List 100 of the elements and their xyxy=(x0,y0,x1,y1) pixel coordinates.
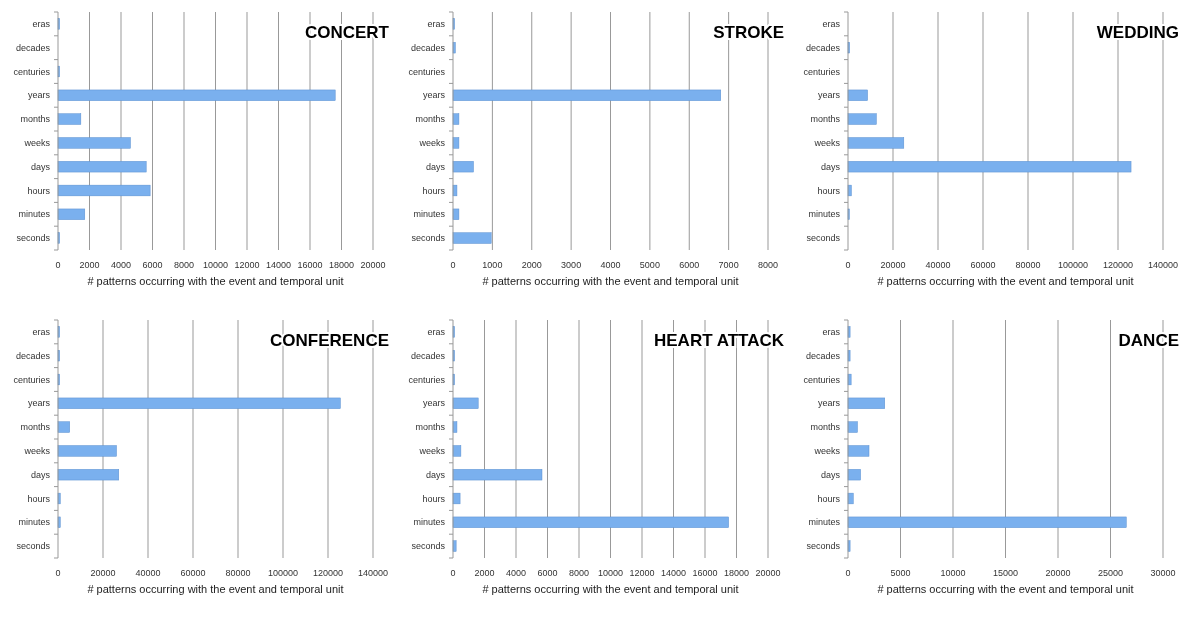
x-tick-label: 120000 xyxy=(1102,260,1134,270)
y-tick-label: seconds xyxy=(16,541,51,552)
y-tick-label: weeks xyxy=(813,446,841,457)
x-tick-label: 0 xyxy=(450,260,456,270)
x-tick-label: 2000 xyxy=(79,260,100,270)
y-tick-label: days xyxy=(820,469,841,480)
y-tick-label: hours xyxy=(422,493,446,504)
y-tick-label: hours xyxy=(27,493,51,504)
x-tick-label: 20000 xyxy=(880,260,906,270)
x-tick-label: 5000 xyxy=(890,568,911,578)
y-tick-label: seconds xyxy=(411,541,446,552)
y-tick-label: years xyxy=(27,398,51,409)
x-tick-label: 8000 xyxy=(568,568,590,578)
y-tick-label: months xyxy=(20,422,51,433)
x-tick-label: 12000 xyxy=(629,568,655,578)
y-tick-label: years xyxy=(817,90,841,101)
y-tick-label: weeks xyxy=(23,446,51,457)
y-tick-label: seconds xyxy=(16,233,51,244)
y-tick-label: seconds xyxy=(806,233,841,244)
y-tick-label: days xyxy=(30,469,51,480)
y-tick-label: decades xyxy=(15,350,51,361)
y-tick-label: days xyxy=(820,161,841,172)
y-tick-label: months xyxy=(415,114,446,125)
x-tick-label: 6000 xyxy=(537,568,558,578)
y-tick-label: decades xyxy=(805,42,841,53)
x-tick-label: 3000 xyxy=(561,260,582,270)
y-tick-label: centuries xyxy=(13,374,51,385)
x-tick-label: 14000 xyxy=(660,568,687,578)
y-tick-label: days xyxy=(425,161,446,172)
x-tick-label: 140000 xyxy=(357,568,389,578)
x-axis-title: # patterns occurring with the event and temporal unit xyxy=(87,275,344,287)
x-tick-label: 12000 xyxy=(234,260,260,270)
x-tick-label: 1000 xyxy=(482,260,503,270)
y-tick-label: eras xyxy=(32,19,51,30)
x-tick-label: 4000 xyxy=(110,260,132,270)
x-tick-label: 6000 xyxy=(142,260,163,270)
x-tick-label: 10000 xyxy=(202,260,229,270)
text: CONCERT xyxy=(304,23,390,42)
y-tick-label: weeks xyxy=(418,138,446,149)
y-tick-label: weeks xyxy=(23,138,51,149)
x-tick-label: 0 xyxy=(450,568,456,578)
x-tick-label: 10000 xyxy=(940,568,966,578)
x-axis-title: # patterns occurring with the event and temporal unit xyxy=(87,583,344,595)
x-tick-label: 18000 xyxy=(723,568,750,578)
y-tick-label: seconds xyxy=(411,233,446,244)
y-tick-label: centuries xyxy=(803,374,841,385)
y-tick-label: weeks xyxy=(813,138,841,149)
x-tick-label: 40000 xyxy=(925,260,951,270)
y-tick-label: years xyxy=(817,398,841,409)
x-tick-label: 14000 xyxy=(265,260,292,270)
y-tick-label: minutes xyxy=(413,517,446,528)
x-tick-label: 16000 xyxy=(297,260,323,270)
y-tick-label: eras xyxy=(427,19,446,30)
y-tick-label: minutes xyxy=(18,209,51,220)
x-tick-label: 40000 xyxy=(135,568,161,578)
x-axis-title: # patterns occurring with the event and temporal unit xyxy=(877,583,1134,595)
y-tick-label: seconds xyxy=(806,541,841,552)
x-tick-label: 120000 xyxy=(312,568,344,578)
y-tick-label: eras xyxy=(822,327,841,338)
y-tick-label: centuries xyxy=(408,66,446,77)
y-tick-label: years xyxy=(422,90,446,101)
y-tick-label: eras xyxy=(822,19,841,30)
text: CONFERENCE xyxy=(269,331,389,350)
y-tick-label: months xyxy=(20,114,51,125)
x-tick-label: 16000 xyxy=(692,568,718,578)
x-tick-label: 20000 xyxy=(1045,568,1071,578)
y-tick-label: decades xyxy=(410,42,446,53)
x-tick-label: 4000 xyxy=(505,568,527,578)
x-tick-label: 25000 xyxy=(1097,568,1124,578)
x-axis-title: # patterns occurring with the event and temporal unit xyxy=(482,583,739,595)
x-tick-label: 0 xyxy=(845,260,851,270)
x-tick-label: 10000 xyxy=(597,568,624,578)
x-tick-label: 80000 xyxy=(225,568,251,578)
x-axis-title: # patterns occurring with the event and temporal unit xyxy=(482,275,739,287)
x-tick-label: 4000 xyxy=(600,260,621,270)
x-tick-label: 15000 xyxy=(992,568,1019,578)
y-tick-label: days xyxy=(30,161,51,172)
x-tick-label: 100000 xyxy=(1057,260,1089,270)
x-tick-label: 20000 xyxy=(360,260,386,270)
text: HEART ATTACK xyxy=(654,331,785,350)
y-tick-label: hours xyxy=(27,185,51,196)
text: STROKE xyxy=(713,23,784,42)
y-tick-label: centuries xyxy=(13,66,51,77)
y-tick-label: years xyxy=(27,90,51,101)
x-tick-label: 20000 xyxy=(90,568,116,578)
y-tick-label: hours xyxy=(422,185,446,196)
y-tick-label: decades xyxy=(15,42,51,53)
x-tick-label: 140000 xyxy=(1147,260,1179,270)
y-tick-label: weeks xyxy=(418,446,446,457)
y-tick-label: eras xyxy=(32,327,51,338)
y-tick-label: eras xyxy=(427,327,446,338)
y-tick-label: minutes xyxy=(413,209,446,220)
x-tick-label: 100000 xyxy=(267,568,299,578)
text: DANCE xyxy=(1118,331,1179,350)
y-tick-label: minutes xyxy=(18,517,51,528)
y-tick-label: minutes xyxy=(808,209,841,220)
y-tick-label: decades xyxy=(805,350,841,361)
y-tick-label: centuries xyxy=(408,374,446,385)
x-tick-label: 80000 xyxy=(1015,260,1041,270)
y-tick-label: months xyxy=(810,114,841,125)
